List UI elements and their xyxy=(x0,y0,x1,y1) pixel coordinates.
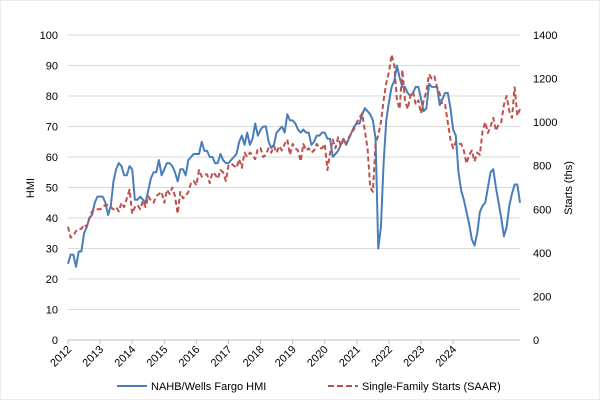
series-lines xyxy=(67,53,521,268)
right-axis-tick-label: 400 xyxy=(533,248,551,260)
left-axis-tick-label: 90 xyxy=(46,61,58,73)
right-axis-tick-label: 1400 xyxy=(533,30,557,42)
left-axis-tick-label: 30 xyxy=(46,244,58,256)
right-axis-title: Starts (ths) xyxy=(563,161,575,215)
legend-label-hmi: NAHB/Wells Fargo HMI xyxy=(151,381,266,393)
left-axis-tick-label: 0 xyxy=(52,335,58,347)
left-axis-tick-label: 60 xyxy=(46,152,58,164)
left-axis-tick-label: 10 xyxy=(46,305,58,317)
right-axis-tick-label: 1000 xyxy=(533,117,557,129)
legend: NAHB/Wells Fargo HMI Single-Family Start… xyxy=(117,381,501,393)
right-axis-tick-label: 1200 xyxy=(533,74,557,86)
legend-label-starts: Single-Family Starts (SAAR) xyxy=(362,381,501,393)
right-axis-tick-label: 800 xyxy=(533,161,551,173)
left-axis-tick-label: 100 xyxy=(40,30,58,42)
left-axis-tick-label: 40 xyxy=(46,213,58,225)
left-axis-tick-label: 20 xyxy=(46,274,58,286)
left-axis-tick-label: 80 xyxy=(46,91,58,103)
right-axis-tick-label: 0 xyxy=(533,335,539,347)
right-axis-tick-label: 600 xyxy=(533,204,551,216)
right-axis-tick-label: 200 xyxy=(533,291,551,303)
left-axis-tick-label: 70 xyxy=(46,122,58,134)
series-line-hmi xyxy=(67,64,521,268)
left-axis-title: HMI xyxy=(25,178,37,198)
left-axis-tick-label: 50 xyxy=(46,183,58,195)
series-line-starts xyxy=(67,53,521,239)
